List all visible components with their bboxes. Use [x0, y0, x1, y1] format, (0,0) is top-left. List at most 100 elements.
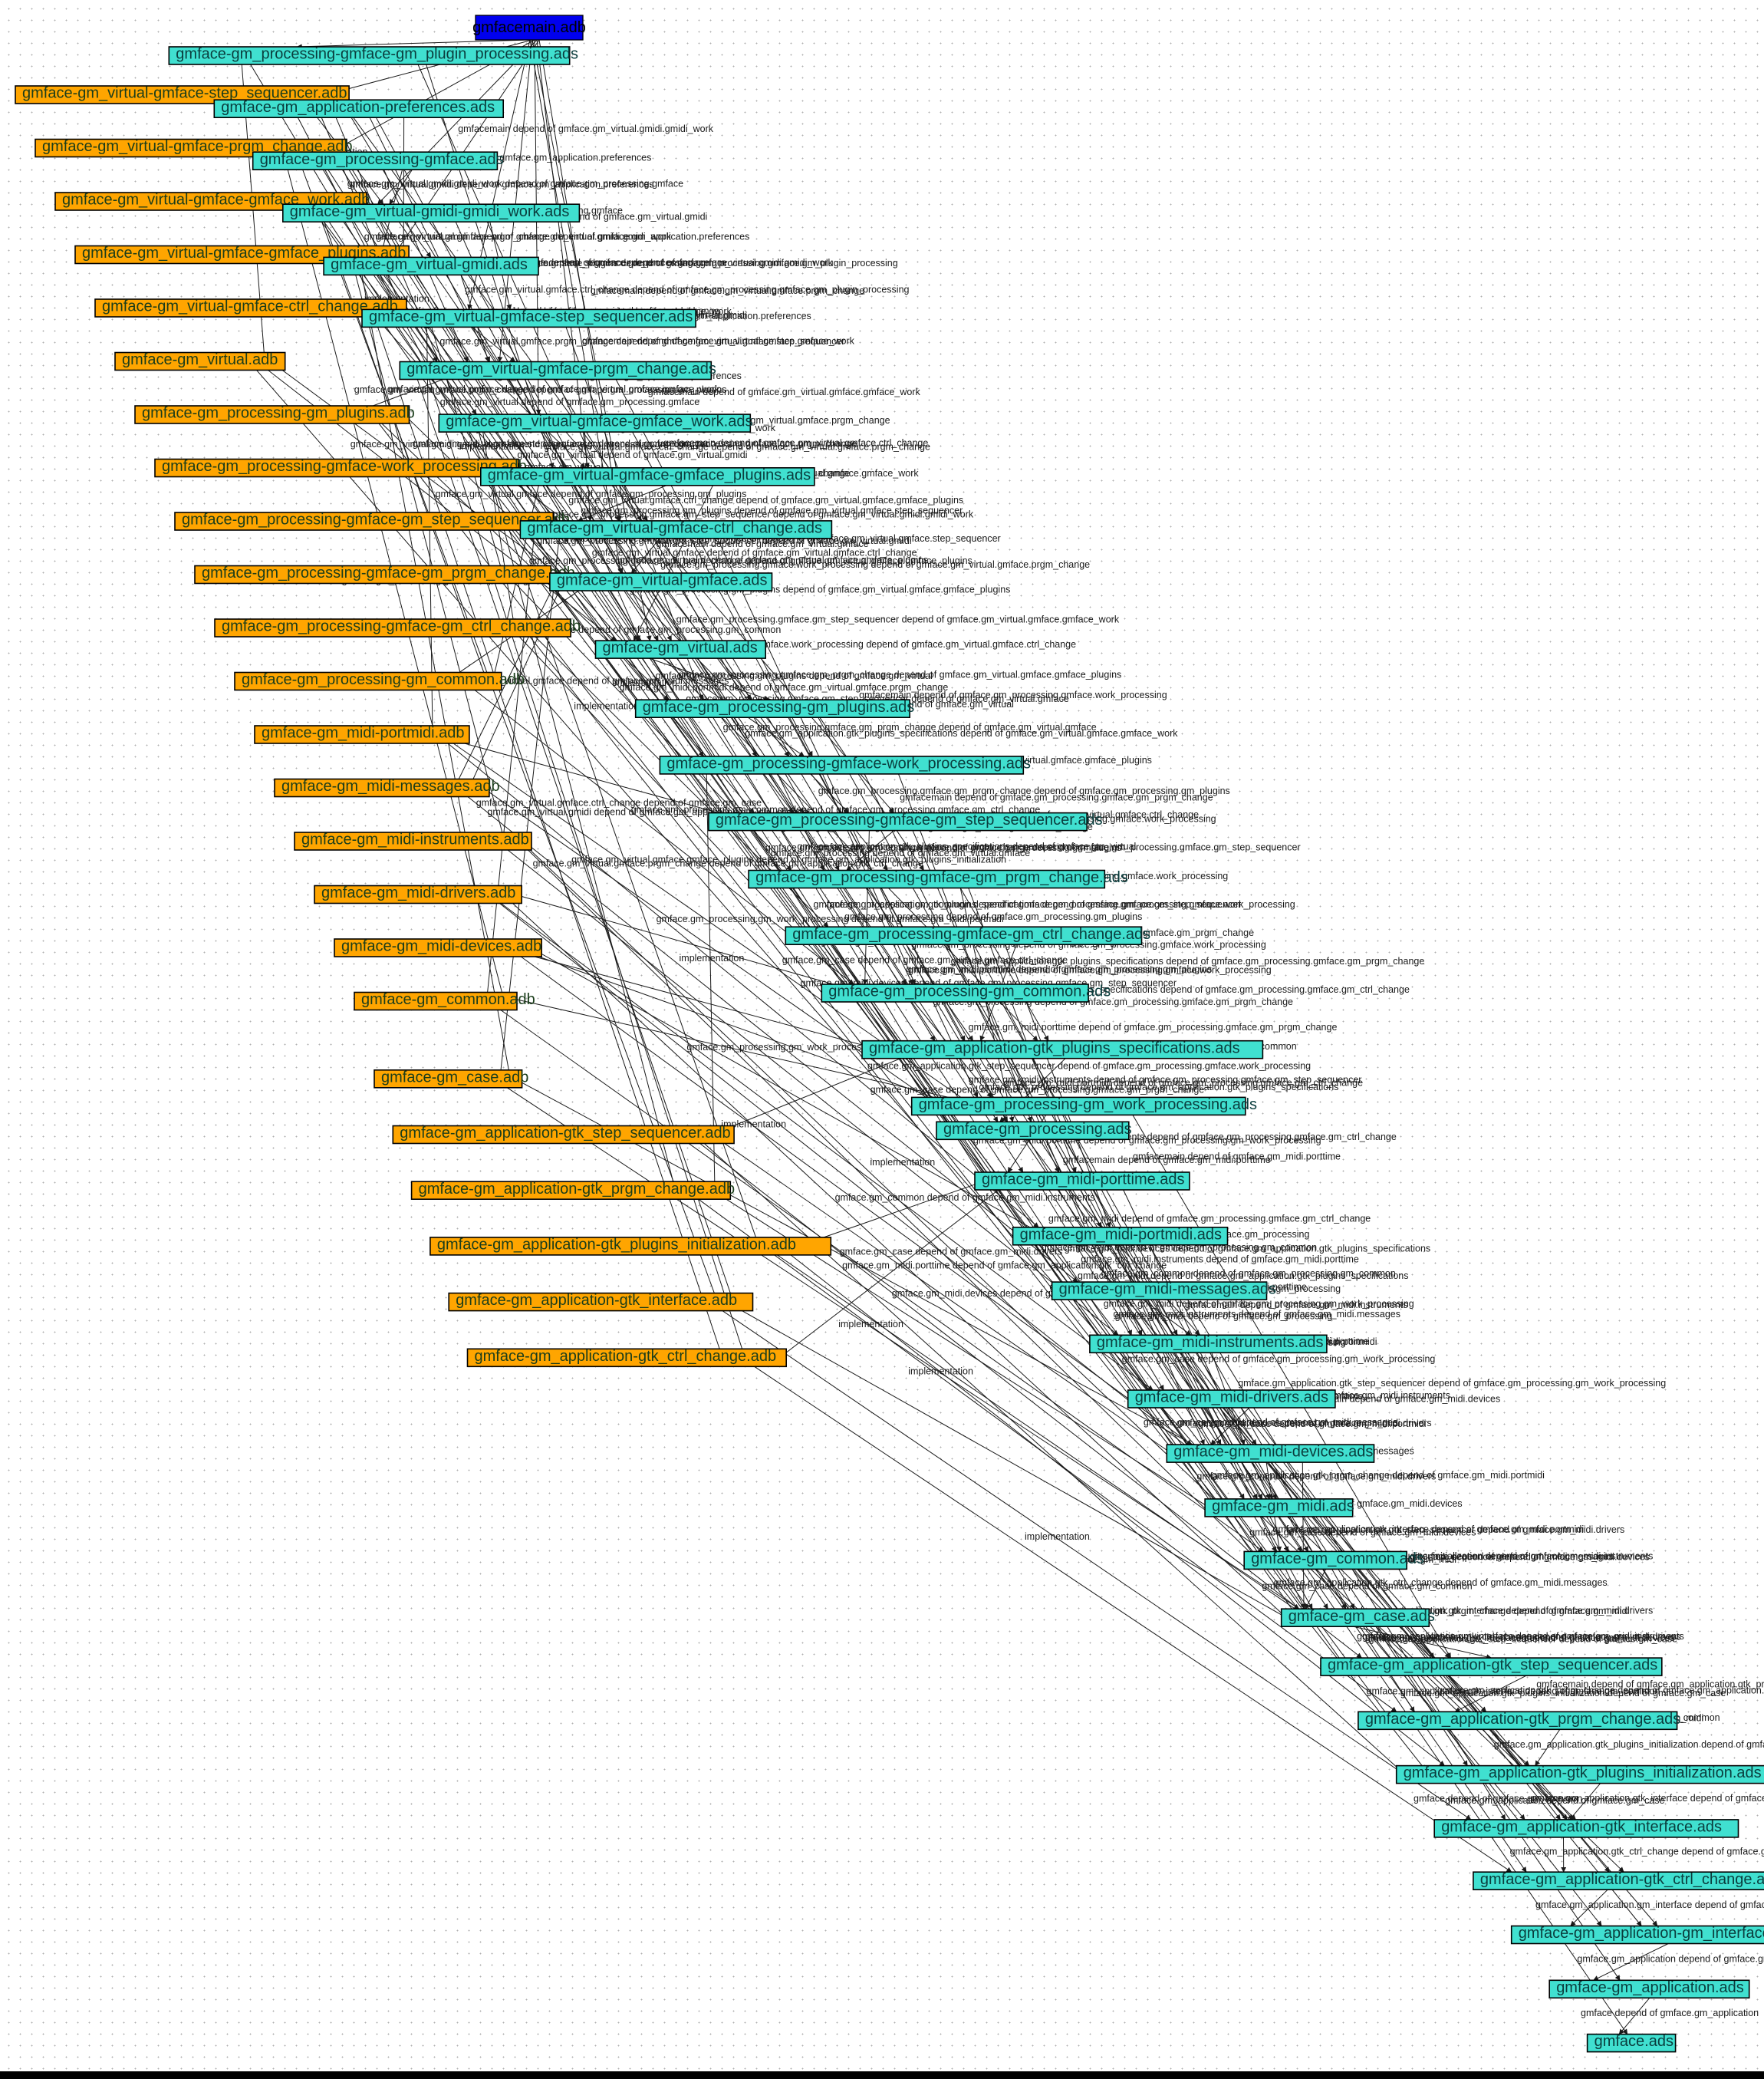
svg-text:gmface-gm_processing-gmface-gm: gmface-gm_processing-gmface-gm_prgm_chan… — [755, 869, 1128, 886]
svg-text:gmface-gm_virtual.ads: gmface-gm_virtual.ads — [603, 640, 758, 657]
svg-text:gmface.gm_application.gm_inter: gmface.gm_application.gm_interface depen… — [1535, 1899, 1764, 1910]
svg-text:gmface-gm_midi-devices.adb: gmface-gm_midi-devices.adb — [341, 938, 541, 955]
svg-text:implementation: implementation — [680, 953, 745, 964]
svg-text:gmface-gm_application-gtk_inte: gmface-gm_application-gtk_interface.ads — [1441, 1819, 1722, 1836]
svg-text:gmface.gm_midi depend of gmfac: gmface.gm_midi depend of gmface.gm_proce… — [1048, 1214, 1371, 1224]
svg-text:gmface-gm_application-gtk_plug: gmface-gm_application-gtk_plugins_specif… — [869, 1040, 1240, 1056]
svg-text:gmface-gm_case.ads: gmface-gm_case.ads — [1288, 1608, 1435, 1625]
svg-text:gmface.gm_processing.gmface.gm: gmface.gm_processing.gmface.gm_step_sequ… — [676, 614, 1120, 624]
svg-text:gmface.gm_virtual depend of gm: gmface.gm_virtual depend of gmface.gm_pr… — [440, 397, 699, 407]
svg-text:gmface-gm_midi-portmidi.adb: gmface-gm_midi-portmidi.adb — [262, 725, 465, 742]
svg-text:gmface-gm_virtual-gmface.ads: gmface-gm_virtual-gmface.ads — [557, 572, 768, 589]
svg-text:gmface.gm_processing.gm_common: gmface.gm_processing.gm_common depend of… — [814, 899, 1242, 910]
svg-text:gmface-gm_virtual-gmidi.ads: gmface-gm_virtual-gmidi.ads — [331, 256, 528, 273]
svg-text:gmfacemain.adb: gmfacemain.adb — [472, 19, 586, 36]
svg-text:gmface-gm_application-gtk_prgm: gmface-gm_application-gtk_prgm_change.ad… — [419, 1181, 735, 1198]
svg-text:gmface-gm_application-gtk_step: gmface-gm_application-gtk_step_sequencer… — [400, 1125, 730, 1142]
svg-text:gmfacemain depend of gmface.gm: gmfacemain depend of gmface.gm_virtual.g… — [648, 387, 921, 397]
svg-text:gmface-gm_midi-drivers.ads: gmface-gm_midi-drivers.ads — [1135, 1389, 1328, 1406]
svg-text:gmfacemain depend of gmface.gm: gmfacemain depend of gmface.gm_midi.inst… — [1185, 1300, 1407, 1310]
svg-text:gmface-gm_case.adb: gmface-gm_case.adb — [381, 1069, 528, 1086]
svg-text:gmface-gm_virtual-gmface-prgm_: gmface-gm_virtual-gmface-prgm_change.ads — [406, 361, 716, 377]
svg-text:gmface-gm_virtual-gmface-ctrl_: gmface-gm_virtual-gmface-ctrl_change.ads — [527, 520, 822, 537]
svg-text:gmface-gm_common.ads: gmface-gm_common.ads — [1251, 1550, 1424, 1567]
svg-text:gmface.gm_midi.instruments dep: gmface.gm_midi.instruments depend of gmf… — [1114, 1309, 1400, 1320]
svg-text:implementation: implementation — [574, 701, 639, 712]
svg-text:implementation: implementation — [838, 1319, 903, 1329]
svg-text:gmface-gm_processing-gm_work_p: gmface-gm_processing-gm_work_processing.… — [919, 1096, 1257, 1113]
svg-text:gmface.gm_case depend of gmfac: gmface.gm_case depend of gmface.gm_proce… — [870, 1085, 1205, 1096]
svg-text:gmface.gm_application.gtk_inte: gmface.gm_application.gtk_interface depe… — [1532, 1793, 1764, 1804]
svg-text:gmface-gm_processing-gmface-wo: gmface-gm_processing-gmface-work_process… — [162, 458, 527, 475]
svg-text:gmfacemain depend of gmface.gm: gmfacemain depend of gmface.gm_virtual.g… — [663, 437, 928, 448]
svg-text:gmface-gm_midi-devices.ads: gmface-gm_midi-devices.ads — [1173, 1444, 1373, 1461]
svg-text:gmface.gm_processing.gm_work_p: gmface.gm_processing.gm_work_processing … — [657, 914, 1004, 924]
svg-text:gmface.gm_application.gtk_step: gmface.gm_application.gtk_step_sequencer… — [1238, 1378, 1666, 1389]
svg-text:gmface-gm_application-gtk_plug: gmface-gm_application-gtk_plugins_initia… — [437, 1237, 796, 1254]
svg-text:gmface.gm_case depend of gmfac: gmface.gm_case depend of gmface.gm_commo… — [1262, 1580, 1472, 1591]
svg-text:gmface-gm_virtual-gmface-gmfac: gmface-gm_virtual-gmface-gmface_work.ads — [446, 413, 752, 430]
svg-text:gmface.gm_application.gtk_plug: gmface.gm_application.gtk_plugins_initia… — [1494, 1739, 1764, 1750]
svg-text:gmface-gm_midi-porttime.ads: gmface-gm_midi-porttime.ads — [982, 1171, 1185, 1188]
svg-text:implementation: implementation — [1025, 1531, 1090, 1542]
svg-text:gmface.gm_case depend of gmfac: gmface.gm_case depend of gmface.gm_midi.… — [1249, 1527, 1476, 1538]
svg-text:gmfacemain depend of gmface.gm: gmfacemain depend of gmface.gm_applicati… — [1536, 1679, 1764, 1690]
svg-text:gmface-gm_processing-gmface-gm: gmface-gm_processing-gmface-gm_ctrl_chan… — [792, 926, 1150, 943]
svg-text:gmface.gm_case depend of gmfac: gmface.gm_case depend of gmface.gm_virtu… — [782, 955, 1068, 966]
svg-text:gmface.gm_virtual.gmidi.gmidi_: gmface.gm_virtual.gmidi.gmidi_work depen… — [347, 179, 683, 189]
svg-text:implementation: implementation — [908, 1366, 973, 1377]
svg-text:gmface.gm_common depend of gmf: gmface.gm_common depend of gmface.gm_mid… — [1196, 1471, 1436, 1482]
svg-text:gmface-gm_application-gtk_ctrl: gmface-gm_application-gtk_ctrl_change.ad… — [475, 1348, 777, 1365]
svg-text:gmface.gm_application.gtk_ctrl: gmface.gm_application.gtk_ctrl_change de… — [1510, 1847, 1764, 1857]
svg-text:gmface.gm_virtual.gmidi depend: gmface.gm_virtual.gmidi depend of gmface… — [364, 231, 672, 242]
svg-text:gmface.gm_virtual.gmface depen: gmface.gm_virtual.gmface depend of gmfac… — [436, 489, 747, 499]
svg-text:gmface-gm_processing-gmface-gm: gmface-gm_processing-gmface-gm_plugin_pr… — [176, 46, 578, 63]
svg-text:gmface.gm_common depend of gmf: gmface.gm_common depend of gmface.gm_mid… — [835, 1192, 1095, 1203]
svg-text:gmface-gm_application-gtk_plug: gmface-gm_application-gtk_plugins_initia… — [1404, 1764, 1762, 1781]
svg-text:gmface-gm_application-gtk_step: gmface-gm_application-gtk_step_sequencer… — [1328, 1657, 1657, 1674]
svg-text:gmface.gm_midi depend of gmfac: gmface.gm_midi depend of gmface.gm_appli… — [1078, 1270, 1409, 1281]
svg-text:gmface-gm_virtual-gmidi-gmidi_: gmface-gm_virtual-gmidi-gmidi_work.ads — [290, 203, 570, 220]
svg-text:gmface-gm_common.adb: gmface-gm_common.adb — [361, 991, 535, 1008]
svg-text:gmface-gm_processing-gmface.ad: gmface-gm_processing-gmface.ads — [260, 151, 504, 168]
svg-text:gmface-gm_application-preferen: gmface-gm_application-preferences.ads — [221, 99, 495, 116]
svg-text:gmfacemain depend of gmface.gm: gmfacemain depend of gmface.gm_midi.port… — [1133, 1151, 1341, 1161]
svg-text:gmface-gm_application.ads: gmface-gm_application.ads — [1556, 1979, 1744, 1996]
svg-text:gmface.gm_processing.gmface.gm: gmface.gm_processing.gmface.gm_prgm_chan… — [529, 555, 973, 566]
svg-text:gmface-gm_virtual-gmface-step_: gmface-gm_virtual-gmface-step_sequencer.… — [369, 308, 693, 325]
svg-text:gmface-gm_processing-gmface-gm: gmface-gm_processing-gmface-gm_step_sequ… — [716, 812, 1103, 829]
svg-text:gmface-gm_processing-gmface-gm: gmface-gm_processing-gmface-gm_prgm_chan… — [202, 565, 575, 582]
svg-text:gmface.gm_midi.devices depend: gmface.gm_midi.devices depend of gmface.… — [1177, 1418, 1432, 1428]
svg-text:gmface-gm_midi.ads: gmface-gm_midi.ads — [1212, 1498, 1354, 1515]
svg-text:gmface.gm_case depend of gmfac: gmface.gm_case depend of gmface.gm_midi.… — [840, 1247, 1062, 1257]
svg-text:gmface.gm_case depend of gmfac: gmface.gm_case depend of gmface.gm_proce… — [1122, 1353, 1436, 1364]
svg-text:gmface depend of gmface.gm_app: gmface depend of gmface.gm_application — [1581, 2008, 1759, 2018]
svg-text:gmface-gm_application-gtk_inte: gmface-gm_application-gtk_interface.adb — [456, 1292, 737, 1309]
svg-text:gmface-gm_application-gtk_ctrl: gmface-gm_application-gtk_ctrl_change.ad… — [1480, 1871, 1764, 1888]
svg-text:gmface.gm_midi.porttime depend: gmface.gm_midi.porttime depend of gmface… — [969, 1022, 1338, 1033]
svg-text:implementation: implementation — [870, 1157, 935, 1168]
svg-text:gmface-gm_midi-messages.adb: gmface-gm_midi-messages.adb — [281, 778, 500, 795]
svg-text:gmface.gm_processing.gmface.gm: gmface.gm_processing.gmface.gm_prgm_chan… — [817, 842, 1301, 853]
svg-text:gmfacemain depend of gmface.gm: gmfacemain depend of gmface.gm_virtual.g… — [458, 124, 714, 134]
svg-text:gmface-gm_processing-gmface-gm: gmface-gm_processing-gmface-gm_step_sequ… — [182, 512, 570, 529]
svg-text:gmface.gm_application.gtk_step: gmface.gm_application.gtk_step_sequencer… — [867, 1061, 1311, 1072]
svg-text:gmface.gm_virtual.gmidi.gmidi_: gmface.gm_virtual.gmidi.gmidi_work depen… — [350, 439, 711, 450]
svg-text:gmface-gm_midi-drivers.adb: gmface-gm_midi-drivers.adb — [321, 885, 515, 901]
svg-text:gmface-gm_virtual-gmface-gmfac: gmface-gm_virtual-gmface-gmface_plugins.… — [488, 466, 811, 483]
svg-text:gmface.gm_application.gtk_step: gmface.gm_application.gtk_step_sequencer… — [1369, 1634, 1677, 1645]
svg-text:gmface.gm_virtual.gmface.prgm_: gmface.gm_virtual.gmface.prgm_change dep… — [533, 858, 923, 869]
svg-text:gmface-gm_processing.ads: gmface-gm_processing.ads — [943, 1121, 1132, 1138]
svg-text:gmfacemain depend of gmface.gm: gmfacemain depend of gmface.gm_virtual.g… — [656, 539, 868, 549]
svg-text:gmface-gm_processing-gm_common: gmface-gm_processing-gm_common.ads — [828, 983, 1111, 1000]
svg-text:gmface-gm_midi-portmidi.ads: gmface-gm_midi-portmidi.ads — [1020, 1226, 1222, 1243]
svg-text:gmface-gm_virtual-gmface-ctrl_: gmface-gm_virtual-gmface-ctrl_change.adb — [102, 298, 398, 315]
svg-text:gmface-gm_application-gtk_prgm: gmface-gm_application-gtk_prgm_change.ad… — [1365, 1711, 1680, 1728]
svg-text:gmface-gm_midi-messages.ads: gmface-gm_midi-messages.ads — [1059, 1281, 1276, 1298]
svg-text:gmface-gm_midi-instruments.adb: gmface-gm_midi-instruments.adb — [301, 832, 529, 848]
svg-text:gmface-gm_processing-gm_plugin: gmface-gm_processing-gm_plugins.adb — [142, 405, 415, 422]
svg-text:gmface-gm_application-gm_inter: gmface-gm_application-gm_interface.ads — [1519, 1925, 1764, 1942]
svg-text:gmfacemain depend of gmface.gm: gmfacemain depend of gmface.gm_processin… — [900, 792, 1213, 803]
svg-text:gmface.gm_processing.gm_plugin: gmface.gm_processing.gm_plugins depend o… — [581, 505, 963, 516]
svg-text:gmface-gm_midi-instruments.ads: gmface-gm_midi-instruments.ads — [1097, 1334, 1324, 1351]
